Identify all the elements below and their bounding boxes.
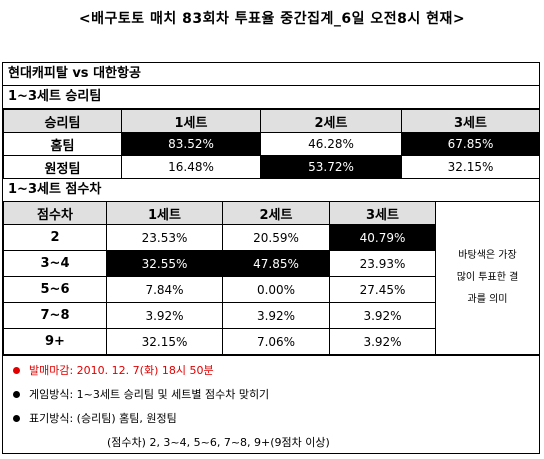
row-label: 2 [3, 224, 107, 251]
score-value: 32.15% [106, 328, 223, 355]
set3-header: 3세트 [329, 201, 436, 225]
score-value: 32.55% [106, 250, 223, 277]
legend-line: 많이 투표한 결 [456, 272, 519, 283]
score-col-header: 점수차 [3, 201, 107, 225]
score-value: 47.85% [222, 250, 330, 277]
set2-header: 2세트 [222, 201, 330, 225]
score-value: 7.84% [106, 276, 223, 303]
notation-note: 표기방식: (승리팀) 홈팀, 원정팀 [13, 410, 177, 426]
set1-header: 1세트 [121, 109, 261, 133]
winner-header-row: 승리팀 1세트 2세트 3세트 [3, 109, 540, 133]
winner-col-header: 승리팀 [3, 109, 122, 133]
notes-box: 발매마감: 2010. 12. 7(화) 18시 50분 게임방식: 1~3세트… [3, 355, 539, 454]
row-label-home: 홈팀 [3, 132, 122, 156]
score-value: 0.00% [222, 276, 330, 303]
home-set1-value: 83.52% [121, 132, 261, 156]
table-row: 원정팀 16.48% 53.72% 32.15% [3, 155, 540, 179]
page-title: <배구토토 매치 83회차 투표율 중간집계_6일 오전8시 현재> [78, 11, 466, 27]
set2-header: 2세트 [260, 109, 402, 133]
score-table: 점수차 1세트 2세트 3세트 바탕색은 가장 많이 투표한 결 과를 의미 2… [3, 201, 540, 355]
legend-line: 바탕색은 가장 [458, 250, 517, 261]
away-set2-value: 53.72% [260, 155, 402, 179]
legend-line: 과를 의미 [467, 294, 508, 305]
row-label: 5~6 [3, 276, 107, 303]
table-row: 홈팀 83.52% 46.28% 67.85% [3, 132, 540, 156]
row-label-away: 원정팀 [3, 155, 122, 179]
table-row: 7~8 3.92% 3.92% 3.92% [3, 302, 540, 329]
away-set1-value: 16.48% [121, 155, 261, 179]
table-row: 2 23.53% 20.59% 40.79% [3, 224, 540, 251]
score-value: 3.92% [329, 328, 436, 355]
bullet-icon [13, 414, 20, 422]
score-value: 3.92% [106, 302, 223, 329]
set1-header: 1세트 [106, 201, 223, 225]
score-value: 7.06% [222, 328, 330, 355]
home-set3-value: 67.85% [401, 132, 540, 156]
winner-table: 승리팀 1세트 2세트 3세트 홈팀 83.52% 46.28% 67.85% … [3, 109, 540, 179]
highlight-legend: 바탕색은 가장 많이 투표한 결 과를 의미 [435, 201, 540, 355]
match-title: 현대캐피탈 vs 대한항공 [3, 63, 539, 86]
section-winner-heading: 1~3세트 승리팀 [3, 86, 539, 109]
row-label: 9+ [3, 328, 107, 355]
bullet-icon [13, 390, 20, 398]
deadline-note: 발매마감: 2010. 12. 7(화) 18시 50분 [13, 362, 214, 378]
score-value: 3.92% [329, 302, 436, 329]
score-value: 23.53% [106, 224, 223, 251]
bullet-icon [13, 366, 20, 374]
score-value: 3.92% [222, 302, 330, 329]
section-score-heading: 1~3세트 점수차 [3, 178, 539, 202]
set3-header: 3세트 [401, 109, 540, 133]
row-label: 3~4 [3, 250, 107, 277]
home-set2-value: 46.28% [260, 132, 402, 156]
row-label: 7~8 [3, 302, 107, 329]
results-frame: 현대캐피탈 vs 대한항공 1~3세트 승리팀 승리팀 1세트 2세트 3세트 … [2, 62, 540, 454]
table-row: 9+ 32.15% 7.06% 3.92% [3, 328, 540, 355]
method-note: 게임방식: 1~3세트 승리팀 및 세트별 점수차 맞히기 [13, 386, 269, 402]
notation-note-2: (점수차) 2, 3~4, 5~6, 7~8, 9+(9점차 이상) [107, 436, 330, 449]
score-value: 23.93% [329, 250, 436, 277]
score-value: 27.45% [329, 276, 436, 303]
away-set3-value: 32.15% [401, 155, 540, 179]
score-value: 20.59% [222, 224, 330, 251]
score-value: 40.79% [329, 224, 436, 251]
score-header-row: 점수차 1세트 2세트 3세트 바탕색은 가장 많이 투표한 결 과를 의미 [3, 201, 540, 355]
